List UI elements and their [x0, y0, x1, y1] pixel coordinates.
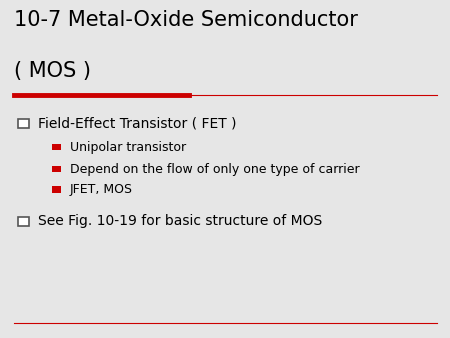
FancyBboxPatch shape	[52, 144, 61, 150]
FancyBboxPatch shape	[52, 186, 61, 193]
Text: 10-7 Metal-Oxide Semiconductor: 10-7 Metal-Oxide Semiconductor	[14, 10, 357, 30]
Text: JFET, MOS: JFET, MOS	[70, 183, 133, 196]
Text: Unipolar transistor: Unipolar transistor	[70, 141, 186, 153]
FancyBboxPatch shape	[18, 119, 29, 127]
Text: ( MOS ): ( MOS )	[14, 61, 90, 81]
Text: Depend on the flow of only one type of carrier: Depend on the flow of only one type of c…	[70, 163, 360, 175]
Text: Field-Effect Transistor ( FET ): Field-Effect Transistor ( FET )	[38, 116, 237, 130]
FancyBboxPatch shape	[18, 217, 29, 226]
Text: See Fig. 10-19 for basic structure of MOS: See Fig. 10-19 for basic structure of MO…	[38, 214, 323, 228]
FancyBboxPatch shape	[52, 166, 61, 172]
